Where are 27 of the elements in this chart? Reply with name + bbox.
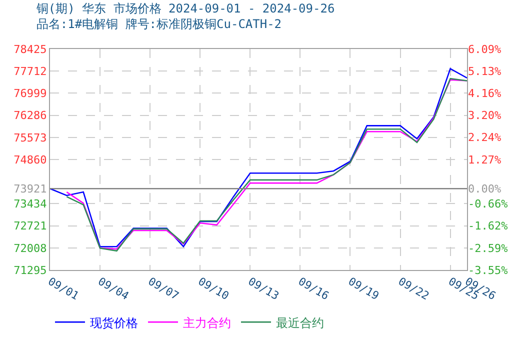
y-tick-label: 76286 — [14, 109, 47, 122]
y-tick-label: 74860 — [14, 153, 47, 166]
chart-title: 铜(期) 华东 市场价格 2024-09-01 - 2024-09-26 — [35, 1, 335, 16]
chart-subtitle: 品名:1#电解铜 牌号:标准阴极铜Cu-CATH-2 — [36, 16, 282, 31]
y2-tick-label: -0.66% — [468, 198, 508, 211]
y-tick-label: 71295 — [14, 264, 47, 277]
y-tick-label: 73434 — [14, 198, 48, 211]
legend-label: 现货价格 — [90, 316, 138, 330]
y2-tick-label: 1.27% — [468, 153, 502, 166]
legend-label: 主力合约 — [183, 316, 231, 330]
y2-tick-label: 2.24% — [468, 131, 502, 144]
y2-tick-label: 3.20% — [468, 109, 502, 122]
y2-tick-label: -2.59% — [468, 242, 508, 255]
y-tick-label: 72721 — [14, 220, 47, 233]
y-tick-label: 77712 — [14, 64, 47, 78]
y2-tick-label: -1.62% — [468, 220, 508, 233]
y-tick-label: 72008 — [14, 242, 47, 255]
y-tick-label: 75573 — [14, 131, 47, 144]
y2-tick-label: -3.55% — [468, 264, 508, 277]
y-tick-label: 78425 — [14, 42, 47, 56]
legend-label: 最近合约 — [276, 316, 324, 330]
y2-tick-label: 0.00% — [468, 182, 502, 196]
y2-tick-label: 4.16% — [468, 87, 502, 100]
y2-tick-label: 6.09% — [468, 42, 502, 56]
y-tick-label: 73921 — [14, 182, 47, 196]
y2-tick-label: 5.13% — [468, 64, 502, 78]
y-tick-label: 76999 — [14, 87, 47, 100]
